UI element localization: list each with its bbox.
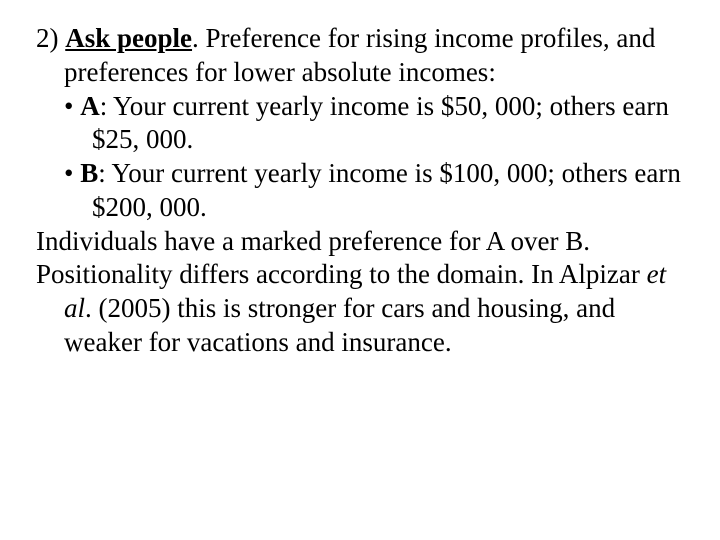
positionality-paragraph: Positionality differs according to the d…: [36, 258, 690, 359]
bullet-a: A: Your current yearly income is $50, 00…: [36, 90, 690, 158]
positionality-pre: Positionality differs according to the d…: [36, 259, 647, 289]
lede-ask-people: Ask people: [65, 23, 192, 53]
preference-paragraph: Individuals have a marked preference for…: [36, 225, 690, 259]
lede-paragraph: 2) Ask people. Preference for rising inc…: [36, 22, 690, 90]
bullet-a-text: : Your current yearly income is $50, 000…: [92, 91, 676, 155]
slide-body: 2) Ask people. Preference for rising inc…: [0, 0, 720, 540]
bullet-b-label: B: [80, 158, 98, 188]
lede-number: 2): [36, 23, 65, 53]
preference-text: Individuals have a marked preference for…: [36, 226, 590, 256]
bullet-b-text: : Your current yearly income is $100, 00…: [92, 158, 688, 222]
positionality-post: . (2005) this is stronger for cars and h…: [64, 293, 622, 357]
bullet-b: B: Your current yearly income is $100, 0…: [36, 157, 690, 225]
bullet-a-label: A: [80, 91, 100, 121]
